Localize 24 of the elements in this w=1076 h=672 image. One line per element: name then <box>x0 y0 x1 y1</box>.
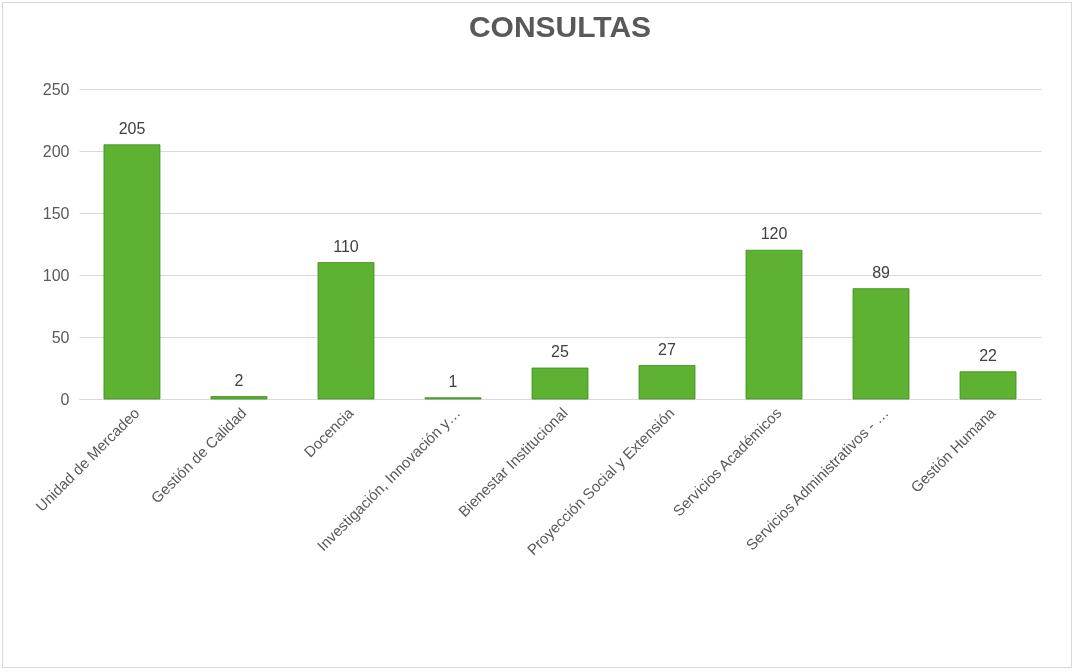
bar <box>638 365 696 400</box>
chart-title: CONSULTAS <box>468 10 652 43</box>
data-label: 120 <box>760 225 788 243</box>
data-label: 25 <box>551 343 569 360</box>
y-tick-label: 50 <box>51 328 70 346</box>
bar <box>852 288 910 400</box>
bar <box>745 249 803 400</box>
y-tick-label: 0 <box>60 390 70 408</box>
data-label: 22 <box>979 346 998 364</box>
y-tick-label: 250 <box>42 80 70 98</box>
data-label: 27 <box>658 340 677 358</box>
data-label: 1 <box>448 372 458 390</box>
bar <box>103 144 161 400</box>
bar <box>210 396 268 400</box>
y-tick-label: 200 <box>42 142 70 160</box>
bar <box>959 371 1017 400</box>
data-label: 89 <box>872 263 891 281</box>
bar <box>531 367 589 400</box>
y-tick-label: 150 <box>42 204 70 222</box>
data-label: 2 <box>234 371 244 389</box>
y-tick-label: 100 <box>42 266 70 284</box>
bar <box>317 262 375 400</box>
data-label: 110 <box>333 237 359 255</box>
data-label: 205 <box>118 119 146 137</box>
